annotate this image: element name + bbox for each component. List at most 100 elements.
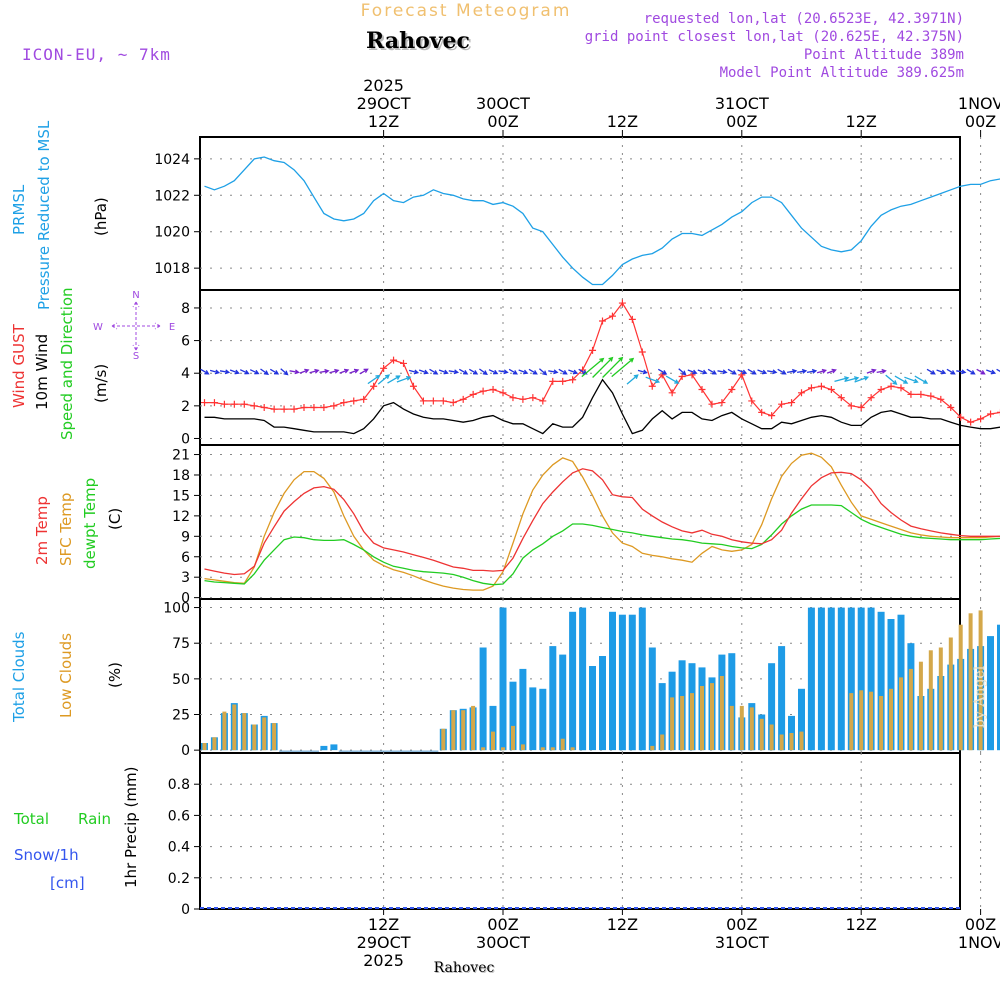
low-cloud-bar xyxy=(909,669,913,750)
low-cloud-bar xyxy=(770,725,774,751)
temp-frame xyxy=(200,445,960,599)
wind-arrow-icon xyxy=(967,369,975,374)
total-cloud-bar xyxy=(330,744,337,750)
compass-w: W xyxy=(93,322,103,333)
wind-arrow-icon xyxy=(330,370,339,374)
precip-frame xyxy=(200,753,960,909)
wind-arrow-icon xyxy=(568,370,577,374)
low-cloud-bar xyxy=(929,650,933,750)
low-cloud-bar xyxy=(849,693,853,750)
y-tick-label: 3 xyxy=(181,570,190,586)
wind-arrow-icon xyxy=(827,369,836,373)
y-tick-label: 2 xyxy=(181,399,190,415)
gust-marker xyxy=(529,394,536,401)
y-tick-label: 15 xyxy=(172,488,190,504)
point-altitude: Point Altitude 389m xyxy=(804,47,964,63)
total-cloud-bar xyxy=(609,612,616,750)
bottom-time-label: 00Z xyxy=(726,915,757,934)
precip-total-label: Total xyxy=(13,810,49,828)
top-time-label: 12Z xyxy=(846,112,877,131)
y-tick-label: 0.2 xyxy=(168,871,190,887)
wind-arrow-icon xyxy=(360,369,368,374)
y-tick-label: 6 xyxy=(181,334,190,350)
low-cloud-bar xyxy=(879,696,883,750)
low-cloud-bar xyxy=(212,737,216,750)
gust-marker xyxy=(987,411,994,418)
low-cloud-bar xyxy=(939,648,943,751)
bottom-time-label: 30OCT xyxy=(476,933,530,952)
wind-arrow-icon xyxy=(679,369,686,375)
bottom-time-label: 00Z xyxy=(965,915,996,934)
total-cloud-bar xyxy=(629,615,636,751)
gust-marker xyxy=(927,393,934,400)
low-cloud-bar xyxy=(441,729,445,750)
low-cloud-bar xyxy=(790,733,794,750)
gust-marker xyxy=(808,384,815,391)
low-cloud-bar xyxy=(700,686,704,750)
y-tick-label: 100 xyxy=(163,601,190,617)
y-tick-label: 50 xyxy=(172,672,190,688)
top-time-label: 31OCT xyxy=(715,94,769,113)
bottom-time-label: 1NOV xyxy=(958,933,1000,952)
low-cloud-bar xyxy=(680,696,684,750)
low-cloud-bar xyxy=(232,705,236,751)
total-cloud-bar xyxy=(559,655,566,751)
total-cloud-bar xyxy=(569,612,576,750)
low-cloud-bar xyxy=(869,692,873,751)
y-tick-label: 1020 xyxy=(154,225,190,241)
gust-marker xyxy=(310,404,317,411)
low-cloud-bar xyxy=(720,676,724,750)
pressure-label-full: Pressure Reduced to MSL xyxy=(35,120,53,310)
y-tick-label: 4 xyxy=(181,366,190,382)
gust-marker xyxy=(708,401,715,408)
total-cloud-bar xyxy=(480,648,487,751)
low-cloud-bar xyxy=(670,697,674,750)
bottom-time-label: 12Z xyxy=(607,915,638,934)
gust-marker xyxy=(907,391,914,398)
top-time-label: 2025 xyxy=(363,76,404,95)
top-time-label: 30OCT xyxy=(476,94,530,113)
cloud-low-label: Low Clouds xyxy=(57,633,75,718)
gust-marker xyxy=(549,378,556,385)
compass-arrows-icon xyxy=(112,302,160,350)
y-tick-label: 21 xyxy=(172,448,190,464)
total-cloud-bar xyxy=(539,689,546,750)
wind-arrow-icon xyxy=(728,369,736,374)
low-cloud-bar xyxy=(521,744,525,750)
precip-cm-label: [cm] xyxy=(50,874,85,892)
low-cloud-bar xyxy=(461,710,465,750)
wind-arrow-icon xyxy=(646,377,659,382)
temp-2m-line xyxy=(205,469,1000,575)
low-cloud-bar xyxy=(511,726,515,750)
y-tick-label: 75 xyxy=(172,636,190,652)
bottom-time-label: 2025 xyxy=(363,951,404,970)
low-cloud-bar xyxy=(800,732,804,751)
low-cloud-bar xyxy=(252,725,256,751)
wind-unit: (m/s) xyxy=(92,364,110,403)
top-time-label: 00Z xyxy=(726,112,757,131)
total-cloud-bar xyxy=(599,656,606,750)
gust-marker xyxy=(261,404,268,411)
wind-arrow-icon xyxy=(519,370,527,374)
low-cloud-bar xyxy=(750,707,754,750)
wind-arrow-icon xyxy=(300,369,308,373)
bottom-time-label: 29OCT xyxy=(357,933,411,952)
y-tick-label: 1018 xyxy=(154,261,190,277)
wind-arrow-icon xyxy=(666,376,678,383)
low-cloud-bar xyxy=(740,706,744,750)
low-cloud-bar xyxy=(262,717,266,750)
wind-arrow-icon xyxy=(612,359,633,377)
y-tick-label: 0 xyxy=(181,743,190,759)
gust-marker xyxy=(500,389,507,396)
temp-dewpt-label: dewpt Temp xyxy=(81,478,99,569)
gust-marker xyxy=(420,397,427,404)
y-tick-label: 9 xyxy=(181,529,190,545)
wind-gust-label: Wind GUST xyxy=(10,323,28,408)
credit-watermark: by Angel xyxy=(972,665,988,728)
gust-marker xyxy=(509,394,516,401)
low-cloud-bar xyxy=(959,625,963,751)
gust-marker xyxy=(599,318,606,325)
gust-marker xyxy=(281,406,288,413)
gust-marker xyxy=(291,406,298,413)
